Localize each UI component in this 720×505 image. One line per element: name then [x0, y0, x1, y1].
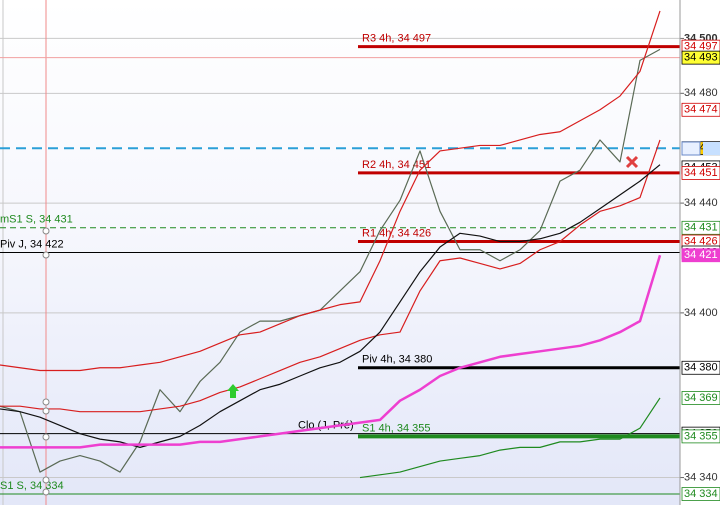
price-tag-label: 34 493	[684, 52, 718, 64]
price-tag-label: 34 451	[684, 167, 718, 179]
price-tag-label: 34 474	[684, 104, 718, 116]
price-tag-label: 34 369	[684, 392, 718, 404]
grid	[0, 37, 680, 479]
price-tag-label: 34 421	[684, 249, 718, 261]
series-line	[0, 254, 662, 449]
price-tag	[681, 360, 720, 375]
price-tag	[681, 391, 720, 405]
price-tag	[681, 102, 720, 117]
y-tick-label: 34 440	[684, 197, 718, 209]
session-markers	[42, 227, 50, 496]
level-label: Piv J, 34 422	[0, 238, 64, 250]
series-line	[0, 164, 661, 448]
level-label: Piv 4h, 34 380	[362, 354, 432, 366]
level-label: R3 4h, 34 497	[362, 33, 431, 45]
level-label: R1 4h, 34 426	[362, 227, 431, 239]
marker	[42, 398, 50, 406]
y-tick-label: 34 340	[684, 471, 718, 483]
series-line	[0, 139, 661, 413]
series-line	[0, 10, 661, 372]
countdown-box	[681, 141, 701, 156]
level-label: S1 4h, 34 355	[362, 422, 431, 434]
buy-arrow	[227, 384, 239, 398]
marker	[42, 488, 50, 496]
series-line	[359, 397, 661, 479]
countdown-box	[703, 142, 720, 155]
price-tag	[681, 166, 720, 180]
price-tag	[681, 429, 720, 444]
sell-cross	[625, 155, 639, 169]
price-tag	[681, 220, 720, 235]
price-tag	[681, 248, 720, 263]
series-line	[0, 48, 661, 473]
price-tag-label: 34 380	[684, 362, 718, 374]
level-label: S1 S, 34 334	[0, 480, 64, 492]
y-tick-label: 34 400	[684, 307, 718, 319]
price-tag-label: 34 431	[684, 222, 718, 234]
price-tag	[681, 487, 720, 501]
level-label: R2 4h, 34 451	[362, 159, 431, 171]
price-tag	[681, 50, 720, 65]
marker	[42, 407, 50, 415]
y-tick-label: 34 480	[684, 87, 718, 99]
marker	[42, 251, 50, 259]
level-label: mS1 S, 34 431	[0, 214, 73, 226]
marker	[42, 227, 50, 235]
price-tag-label: 34 497	[684, 41, 718, 53]
price-tag-label: 34 355	[684, 430, 718, 442]
marker	[42, 476, 50, 484]
marker	[42, 433, 50, 441]
series	[0, 10, 662, 479]
price-tag-label: 34 334	[684, 488, 718, 500]
price-tag-label: 34 426	[684, 235, 718, 247]
